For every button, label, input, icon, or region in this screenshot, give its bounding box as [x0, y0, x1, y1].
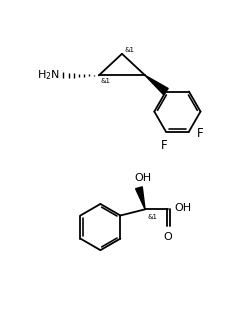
Text: &1: &1: [101, 78, 110, 84]
Text: F: F: [197, 127, 203, 140]
Polygon shape: [145, 75, 168, 95]
Text: O: O: [164, 232, 173, 243]
Text: &1: &1: [124, 47, 134, 53]
Polygon shape: [136, 187, 145, 209]
Text: OH: OH: [174, 203, 192, 213]
Text: H$_2$N: H$_2$N: [37, 68, 60, 82]
Text: &1: &1: [147, 214, 157, 220]
Text: OH: OH: [134, 173, 151, 183]
Text: F: F: [161, 139, 168, 152]
